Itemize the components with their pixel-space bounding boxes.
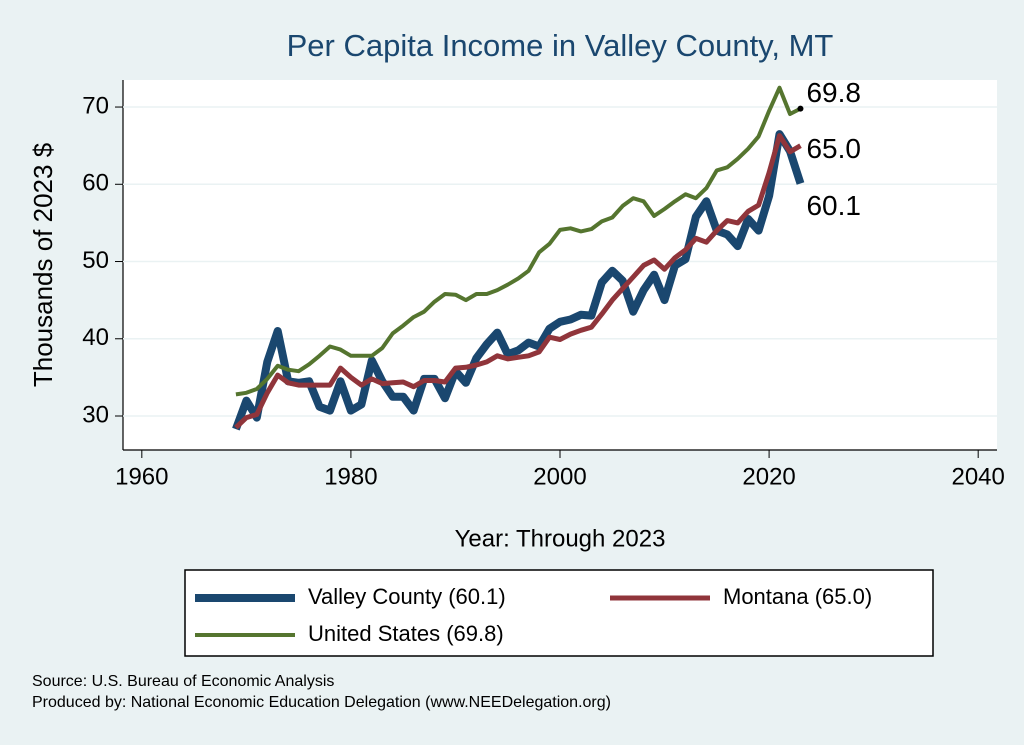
chart-title: Per Capita Income in Valley County, MT — [287, 28, 834, 63]
producer-note: Produced by: National Economic Education… — [32, 694, 611, 711]
x-axis-label: Year: Through 2023 — [455, 525, 666, 552]
x-tick-label: 2000 — [533, 463, 586, 490]
series-line — [234, 133, 802, 430]
series-line — [232, 130, 805, 431]
source-note: Source: U.S. Bureau of Economic Analysis — [32, 673, 334, 690]
y-tick-label: 70 — [82, 92, 109, 119]
x-tick-label: 1980 — [324, 463, 377, 490]
y-tick-label: 60 — [82, 170, 109, 197]
x-tick-label: 2020 — [742, 463, 795, 490]
plot-area — [123, 80, 997, 450]
end-label: 69.8 — [806, 77, 861, 108]
series-line — [235, 85, 802, 397]
end-label: 60.1 — [806, 190, 861, 221]
end-point — [797, 105, 804, 112]
legend-label: United States (69.8) — [308, 621, 504, 646]
legend-label: Montana (65.0) — [723, 584, 872, 609]
x-tick-label: 1960 — [115, 463, 168, 490]
legend-box — [184, 569, 934, 657]
y-tick-label: 50 — [82, 247, 109, 274]
y-tick-label: 40 — [82, 324, 109, 351]
y-tick-label: 30 — [82, 401, 109, 428]
end-label: 65.0 — [806, 133, 861, 164]
legend-label: Valley County (60.1) — [308, 584, 506, 609]
x-tick-label: 2040 — [951, 463, 1004, 490]
y-axis-label: Thousands of 2023 $ — [28, 142, 58, 387]
